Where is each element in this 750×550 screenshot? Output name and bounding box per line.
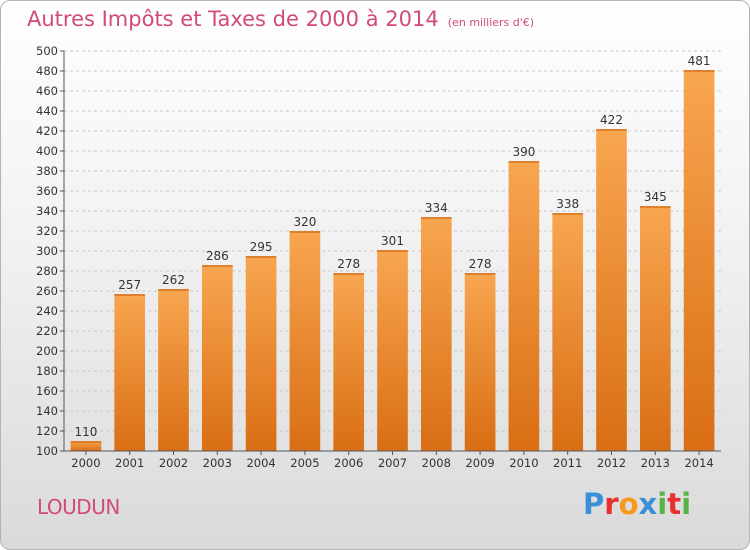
bar-top-edge [377,250,408,252]
bar-value-label: 422 [600,113,623,127]
y-tick-label: 380 [36,164,58,178]
bar [639,206,671,451]
x-tick-label: 2002 [159,456,188,470]
bar [508,161,540,451]
bars: 110 257 262 286 295 320 278 301 334 278 390 338 422 3… [70,54,715,451]
y-tick-label: 240 [36,304,58,318]
bar-value-label: 320 [293,215,316,229]
bar-value-label: 286 [206,249,229,263]
y-tick-label: 480 [36,64,58,78]
bar-top-edge [114,294,146,296]
x-tick-label: 2008 [422,456,451,470]
x-tick-label: 2006 [334,456,363,470]
logo-letter: i [657,487,668,521]
y-tick-label: 100 [36,444,58,458]
y-axis: 100 120 140 160 180 200 220 240 260 280 300 320 340 3… [36,44,65,458]
y-tick-label: 420 [36,124,58,138]
bar-top-edge [158,289,189,291]
x-tick-label: 2005 [290,456,319,470]
bar [552,213,584,451]
bar [70,441,102,451]
bar-value-label: 278 [469,257,492,271]
bar-top-edge [333,273,365,275]
bar [333,273,365,451]
y-tick-label: 180 [36,364,58,378]
bar [114,294,146,451]
y-tick-label: 320 [36,224,58,238]
x-axis: 2000 2001 2002 2003 2004 2005 2006 2007 2008 2009… [64,450,721,470]
logo-letter: x [638,487,658,521]
bar-top-edge [70,441,102,443]
y-tick-label: 200 [36,344,58,358]
bar [596,129,627,451]
bar-value-label: 257 [118,278,141,292]
y-tick-label: 460 [36,84,58,98]
bar-value-label: 110 [74,425,97,439]
bar-value-label: 278 [337,257,360,271]
logo-letter: r [604,487,619,521]
bar [158,289,189,451]
chart-title-unit: (en milliers d'€) [447,16,535,29]
bar-value-label: 481 [688,54,711,68]
bar-top-edge [201,265,233,267]
bar-value-label: 262 [162,273,185,287]
x-tick-label: 2000 [71,456,100,470]
bar [245,256,277,451]
bar-top-edge [639,206,671,208]
bar-value-label: 345 [644,190,667,204]
x-tick-label: 2011 [553,456,582,470]
y-tick-label: 120 [36,424,58,438]
x-tick-label: 2012 [597,456,626,470]
x-tick-label: 2003 [203,456,232,470]
y-tick-label: 360 [36,184,58,198]
bar [683,70,715,451]
bar-top-edge [245,256,277,258]
logo-letter: t [667,487,682,521]
y-tick-label: 400 [36,144,58,158]
bar-top-edge [552,213,584,215]
x-tick-label: 2001 [115,456,144,470]
y-tick-label: 300 [36,244,58,258]
logo-letter: o [618,487,639,521]
bar-value-label: 338 [556,197,579,211]
x-tick-label: 2013 [641,456,670,470]
bar [201,265,233,451]
y-tick-label: 340 [36,204,58,218]
logo-letter: P [583,487,605,521]
bar [464,273,496,451]
y-tick-label: 160 [36,384,58,398]
bar-top-edge [289,231,321,233]
bar-value-label: 390 [512,145,535,159]
logo-letter: i [681,487,692,521]
bar [420,217,452,451]
y-tick-label: 280 [36,264,58,278]
bar-top-edge [508,161,540,163]
y-tick-label: 140 [36,404,58,418]
bar [377,250,408,451]
commune-name: LOUDUN [37,495,120,519]
bar-top-edge [420,217,452,219]
y-tick-label: 260 [36,284,58,298]
bar-top-edge [596,129,627,131]
x-tick-label: 2014 [684,456,713,470]
bar-value-label: 334 [425,201,448,215]
y-tick-label: 500 [36,44,58,58]
proxiti-logo: Proxiti [583,487,691,521]
y-tick-label: 440 [36,104,58,118]
bar-top-edge [464,273,496,275]
bar-value-label: 301 [381,234,404,248]
bar-top-edge [683,70,715,72]
x-tick-label: 2009 [465,456,494,470]
bar-value-label: 295 [250,240,273,254]
bar [289,231,321,451]
x-tick-label: 2010 [509,456,538,470]
chart-title: Autres Impôts et Taxes de 2000 à 2014 (e… [27,7,534,31]
x-tick-label: 2007 [378,456,407,470]
x-tick-label: 2004 [246,456,275,470]
chart-title-main: Autres Impôts et Taxes de 2000 à 2014 [27,7,439,31]
y-tick-label: 220 [36,324,58,338]
